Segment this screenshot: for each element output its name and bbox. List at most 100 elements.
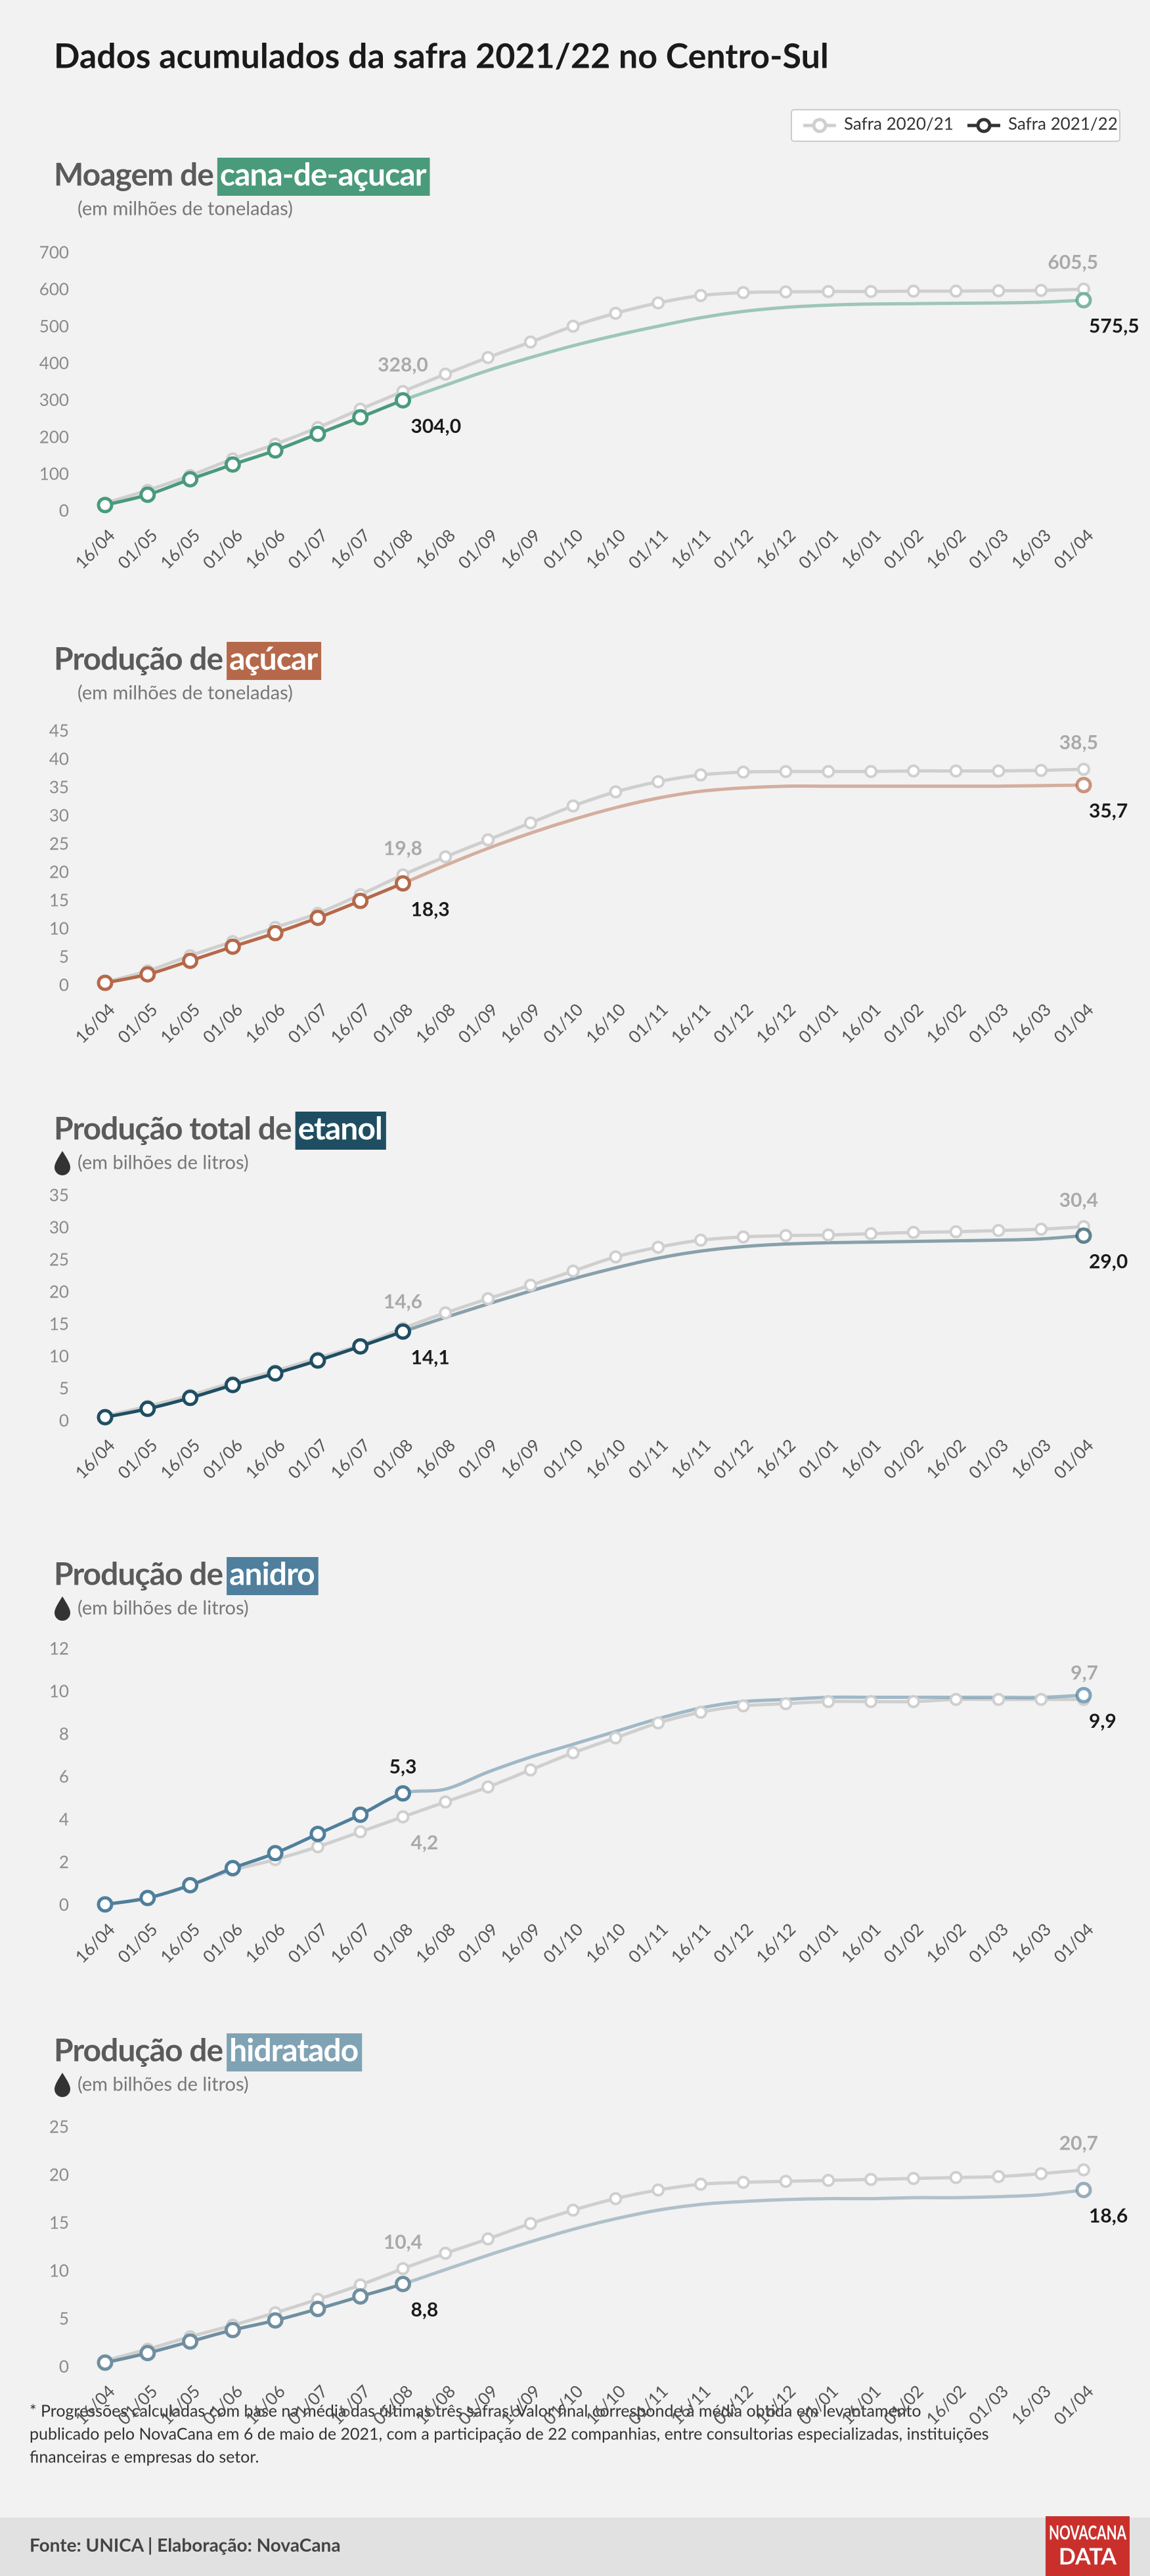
point-marker [652, 775, 665, 788]
y-tick-label: 45 [49, 720, 69, 741]
point-marker [309, 1826, 326, 1842]
logo-text: DATA [1059, 2543, 1117, 2570]
y-tick-label: 400 [39, 352, 69, 373]
point-marker [353, 1825, 367, 1839]
point-marker [352, 1806, 369, 1823]
point-marker [949, 1692, 963, 1706]
point-marker [182, 952, 199, 969]
data-label: 29,0 [1089, 1249, 1128, 1273]
y-tick-label: 500 [39, 315, 69, 336]
y-tick-label: 15 [49, 1313, 69, 1334]
data-label: 575,5 [1089, 314, 1139, 338]
logo-box [1046, 2516, 1130, 2576]
chart-subtitle: (em milhões de toneladas) [77, 681, 293, 704]
point-marker [1077, 2163, 1090, 2177]
point-marker [992, 764, 1006, 778]
point-marker [694, 768, 707, 782]
point-marker [224, 456, 241, 473]
point-marker [439, 850, 453, 864]
y-tick-label: 35 [49, 1185, 69, 1206]
y-tick-label: 15 [49, 890, 69, 911]
point-marker [736, 2175, 750, 2189]
point-marker [566, 319, 580, 333]
point-marker [224, 938, 241, 955]
data-label: 20,7 [1059, 2131, 1098, 2154]
point-marker [267, 1365, 284, 1382]
point-marker [523, 1278, 537, 1292]
point-marker [352, 1338, 369, 1355]
legend-marker [812, 118, 828, 133]
y-tick-label: 300 [39, 389, 69, 410]
y-tick-label: 5 [59, 946, 69, 967]
data-label: 5,3 [389, 1754, 417, 1778]
y-tick-label: 8 [59, 1723, 69, 1744]
y-tick-label: 30 [49, 1217, 69, 1238]
point-marker [949, 764, 963, 778]
y-tick-label: 6 [59, 1766, 69, 1787]
point-marker [992, 2170, 1006, 2183]
point-marker [311, 1840, 324, 1853]
y-tick-label: 10 [49, 918, 69, 939]
chart-title-highlight: anidro [229, 1554, 315, 1592]
point-marker [352, 892, 369, 909]
legend-marker [976, 118, 992, 133]
footnote-line: publicado pelo NovaCana em 6 de maio de … [30, 2424, 989, 2443]
point-marker [139, 2345, 156, 2362]
point-marker [779, 285, 793, 299]
point-marker [439, 1795, 453, 1809]
point-marker [566, 1746, 580, 1759]
drop-icon [55, 2073, 70, 2097]
point-marker [822, 284, 835, 298]
point-marker [736, 1230, 750, 1244]
point-marker [523, 2217, 537, 2230]
y-tick-label: 4 [59, 1809, 69, 1830]
title-highlight-box [227, 2033, 363, 2071]
title-highlight-box [217, 158, 430, 196]
point-marker [609, 1731, 623, 1745]
point-marker [906, 764, 920, 778]
y-tick-label: 15 [49, 2212, 69, 2233]
chart-title-highlight: etanol [298, 1109, 382, 1146]
data-label: 9,9 [1089, 1709, 1117, 1732]
point-marker [1075, 1686, 1092, 1704]
point-marker [949, 2171, 963, 2184]
drop-icon [55, 1151, 70, 1175]
point-marker [394, 2276, 411, 2293]
point-marker [439, 1306, 453, 1320]
point-marker [439, 2246, 453, 2260]
point-marker [97, 2354, 114, 2371]
point-marker [736, 765, 750, 779]
y-tick-label: 100 [39, 463, 69, 484]
y-tick-label: 30 [49, 805, 69, 826]
point-marker [267, 1845, 284, 1862]
y-tick-label: 200 [39, 426, 69, 447]
chart-title: Produção de [54, 639, 223, 677]
point-marker [481, 351, 495, 365]
data-label: 9,7 [1071, 1660, 1098, 1684]
point-marker [439, 367, 453, 381]
point-marker [523, 816, 537, 830]
point-marker [97, 1409, 114, 1426]
point-marker [352, 409, 369, 426]
y-tick-label: 25 [49, 2116, 69, 2137]
source: Fonte: UNICA | Elaboração: NovaCana [30, 2533, 341, 2556]
point-marker [182, 2333, 199, 2350]
point-marker [566, 799, 580, 813]
point-marker [481, 1292, 495, 1305]
point-marker [1075, 292, 1092, 309]
footnote-line: * Progressões calculadas com base na méd… [30, 2401, 921, 2420]
page-title: Dados acumulados da safra 2021/22 no Cen… [54, 35, 829, 76]
y-tick-label: 12 [49, 1638, 69, 1659]
point-marker [822, 1228, 835, 1242]
point-marker [309, 425, 326, 442]
point-marker [906, 1225, 920, 1239]
point-marker [694, 2177, 707, 2191]
point-marker [1075, 2181, 1092, 2198]
y-tick-label: 0 [59, 2356, 69, 2377]
point-marker [652, 296, 665, 310]
chart-subtitle: (em bilhões de litros) [77, 1150, 249, 1173]
point-marker [267, 924, 284, 941]
y-tick-label: 0 [59, 974, 69, 995]
